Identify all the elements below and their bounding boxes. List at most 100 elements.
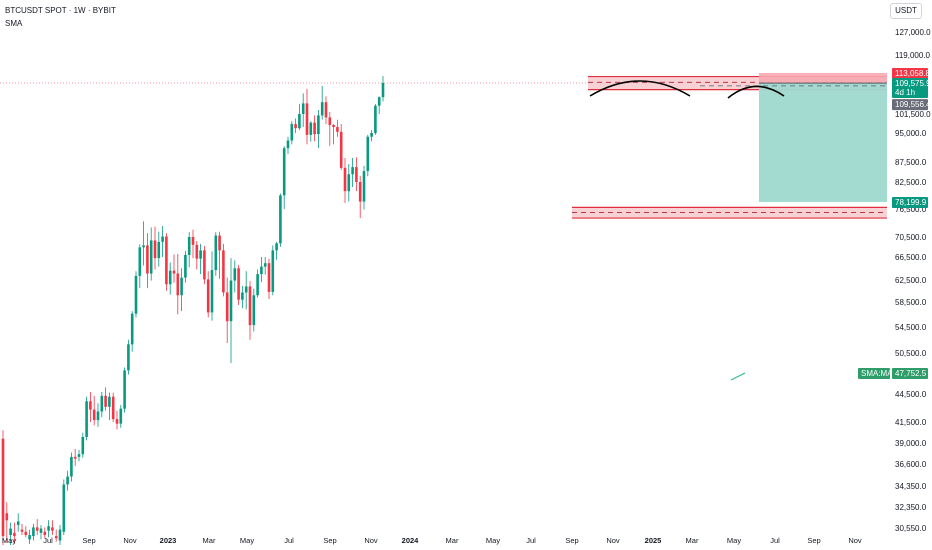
candle[interactable]	[92, 395, 96, 426]
candle[interactable]	[358, 175, 362, 219]
candle[interactable]	[263, 257, 267, 275]
candle[interactable]	[66, 470, 69, 491]
candle[interactable]	[317, 110, 320, 149]
candle[interactable]	[252, 288, 256, 332]
candle[interactable]	[62, 479, 66, 536]
candle[interactable]	[320, 85, 324, 120]
candle[interactable]	[119, 404, 123, 428]
candle[interactable]	[47, 520, 50, 538]
candle[interactable]	[286, 136, 290, 155]
candle[interactable]	[108, 392, 111, 421]
candle[interactable]	[138, 244, 142, 289]
stop-loss-zone[interactable]	[759, 73, 887, 84]
candle[interactable]	[336, 119, 339, 137]
sma-badge[interactable]: SMA:MA	[858, 368, 893, 379]
sma-line[interactable]	[730, 372, 746, 381]
left-top-arc[interactable]	[589, 80, 691, 97]
candle[interactable]	[241, 285, 244, 309]
candle[interactable]	[370, 129, 373, 142]
candle[interactable]	[73, 448, 77, 466]
candle[interactable]	[237, 264, 240, 306]
candle[interactable]	[191, 229, 195, 259]
candle[interactable]	[81, 432, 85, 458]
candle[interactable]	[54, 529, 58, 542]
sma-value-badge[interactable]: 47,752.5	[892, 368, 928, 379]
candle[interactable]	[233, 260, 237, 293]
candle[interactable]	[279, 193, 282, 247]
candle[interactable]	[206, 271, 210, 318]
candle[interactable]	[104, 387, 107, 411]
candle[interactable]	[218, 231, 221, 279]
candle[interactable]	[256, 269, 259, 298]
take-profit-zone[interactable]	[759, 83, 887, 202]
candle[interactable]	[130, 311, 134, 352]
candle[interactable]	[305, 88, 309, 145]
candle[interactable]	[339, 124, 343, 170]
candle[interactable]	[301, 93, 305, 128]
candle[interactable]	[347, 163, 351, 202]
candle[interactable]	[282, 146, 286, 209]
candle[interactable]	[5, 502, 9, 543]
candle[interactable]	[294, 118, 297, 133]
candle[interactable]	[244, 271, 248, 310]
candle[interactable]	[199, 243, 202, 275]
candle[interactable]	[13, 522, 16, 544]
candle[interactable]	[225, 277, 229, 344]
candle[interactable]	[85, 396, 88, 441]
candle[interactable]	[222, 243, 225, 297]
candle[interactable]	[290, 121, 294, 145]
candle[interactable]	[309, 121, 313, 142]
candle[interactable]	[260, 257, 263, 283]
candle[interactable]	[195, 240, 199, 270]
candle[interactable]	[381, 76, 385, 102]
candle[interactable]	[267, 258, 271, 300]
candle[interactable]	[324, 96, 328, 125]
candle[interactable]	[362, 165, 366, 210]
candle[interactable]	[180, 268, 183, 312]
candle[interactable]	[16, 513, 20, 532]
candle[interactable]	[111, 392, 115, 422]
candle[interactable]	[153, 226, 157, 270]
candle[interactable]	[157, 231, 161, 267]
candle[interactable]	[168, 262, 172, 295]
candle[interactable]	[275, 241, 278, 260]
candle[interactable]	[355, 157, 358, 192]
candle[interactable]	[96, 403, 100, 427]
right-top-arc[interactable]	[727, 85, 785, 99]
candle[interactable]	[165, 233, 168, 291]
candle[interactable]	[43, 527, 47, 539]
upper-red-price-badge[interactable]: 113,058.8	[892, 68, 931, 79]
candle[interactable]	[20, 523, 24, 536]
candle[interactable]	[313, 115, 316, 142]
candle[interactable]	[115, 410, 119, 430]
candle[interactable]	[89, 391, 92, 422]
candle[interactable]	[210, 251, 214, 321]
candle[interactable]	[32, 523, 35, 541]
candle[interactable]	[248, 281, 252, 340]
candle[interactable]	[343, 157, 347, 203]
candle[interactable]	[229, 258, 233, 364]
entry-price-badge[interactable]: 109,556.4	[892, 99, 931, 111]
currency-button[interactable]: USDT	[890, 3, 922, 19]
target-price-badge[interactable]: 78,199.9	[892, 197, 928, 208]
candle[interactable]	[298, 104, 301, 130]
candle[interactable]	[77, 449, 81, 462]
candle[interactable]	[149, 227, 153, 281]
candle[interactable]	[123, 367, 126, 413]
candle[interactable]	[146, 233, 149, 289]
candle[interactable]	[127, 339, 130, 375]
candle[interactable]	[366, 134, 370, 177]
candle[interactable]	[161, 225, 164, 257]
candle[interactable]	[100, 391, 104, 418]
candle[interactable]	[58, 525, 62, 545]
candle[interactable]	[1, 430, 5, 545]
candle[interactable]	[24, 526, 28, 538]
candle[interactable]	[374, 104, 377, 135]
candle[interactable]	[142, 221, 145, 266]
candle[interactable]	[351, 157, 354, 188]
candle[interactable]	[35, 519, 39, 536]
candle[interactable]	[176, 253, 180, 315]
candle[interactable]	[214, 232, 218, 276]
candle[interactable]	[187, 232, 191, 268]
